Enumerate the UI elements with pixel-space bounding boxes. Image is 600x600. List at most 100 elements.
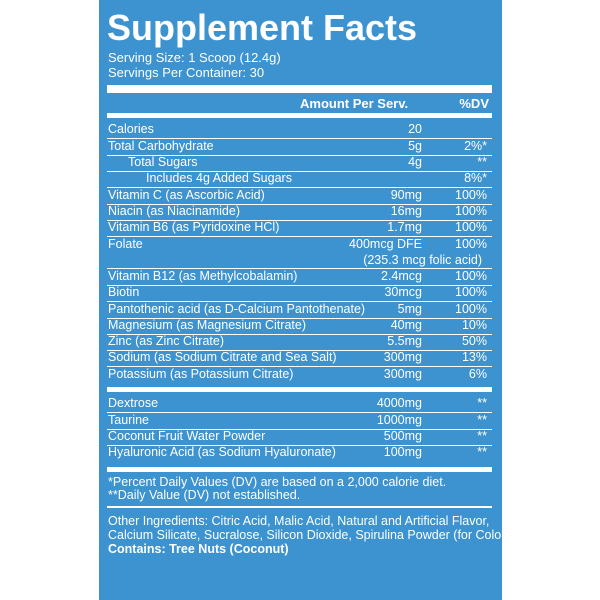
nutrient-amount: 300mg — [383, 350, 422, 364]
ingredient-row: Coconut Fruit Water Powder 500mg ** — [107, 429, 492, 445]
nutrient-amount: 20 — [408, 122, 422, 136]
nutrient-name: Calories — [108, 122, 154, 136]
ingredient-name: Dextrose — [108, 396, 159, 410]
ingredient-name: Coconut Fruit Water Powder — [108, 429, 266, 443]
nutrient-dv: 100% — [455, 237, 487, 251]
panel-title: Supplement Facts — [107, 7, 418, 48]
row-divider — [107, 350, 492, 351]
dv-header: %DV — [459, 96, 489, 111]
nutrient-dv: 13% — [461, 350, 487, 364]
nutrient-row: Total Sugars 4g ** — [107, 155, 492, 171]
other-ingredients-line1: Other Ingredients: Citric Acid, Malic Ac… — [108, 514, 490, 528]
nutrient-name: Zinc (as Zinc Citrate) — [108, 334, 224, 348]
row-divider — [107, 268, 492, 269]
nutrient-amount: 40mg — [390, 318, 422, 332]
nutrient-amount: 2.4mcg — [381, 269, 422, 283]
row-divider — [107, 220, 492, 221]
row-divider — [107, 236, 492, 237]
folic-acid-note: (235.3 mcg folic acid) — [363, 253, 482, 267]
thick-divider — [107, 85, 492, 93]
nutrient-row: Vitamin B6 (as Pyridoxine HCl) 1.7mg 100… — [107, 220, 492, 236]
nutrient-dv: 10% — [461, 318, 487, 332]
nutrient-amount: 30mcg — [384, 285, 422, 299]
nutrient-dv: ** — [477, 155, 487, 169]
row-divider — [107, 318, 492, 319]
nutrient-amount: 5g — [408, 139, 422, 153]
nutrient-name: Magnesium (as Magnesium Citrate) — [108, 318, 306, 332]
nutrient-row: Niacin (as Niacinamide) 16mg 100% — [107, 204, 492, 220]
nutrient-amount: 5.5mg — [387, 334, 422, 348]
nutrient-row-folate: Folate 400mcg DFE 100% (235.3 mcg folic … — [107, 237, 492, 269]
other-divider — [107, 506, 492, 508]
row-divider — [107, 429, 492, 430]
row-divider — [107, 285, 492, 286]
nutrient-name: Total Sugars — [128, 155, 198, 169]
row-divider — [107, 187, 492, 188]
nutrient-amount: 300mg — [383, 367, 422, 381]
nutrient-name: Total Carbohydrate — [108, 139, 214, 153]
nutrient-dv: 100% — [455, 302, 487, 316]
nutrient-dv: 100% — [455, 204, 487, 218]
nutrient-amount: 4g — [408, 155, 422, 169]
header-divider — [107, 113, 492, 118]
row-divider — [107, 171, 492, 172]
nutrient-row: Sodium (as Sodium Citrate and Sea Salt) … — [107, 350, 492, 366]
nutrient-row: Potassium (as Potassium Citrate) 300mg 6… — [107, 367, 492, 383]
nutrient-dv: 8%* — [464, 171, 487, 185]
nutrient-row: Calories 20 — [107, 122, 492, 138]
nutrient-name: Includes 4g Added Sugars — [146, 171, 292, 185]
row-divider — [107, 204, 492, 205]
nutrient-name: Vitamin B12 (as Methylcobalamin) — [108, 269, 298, 283]
nutrient-amount: 1.7mg — [387, 220, 422, 234]
footnote-divider — [107, 467, 492, 472]
nutrient-name: Biotin — [108, 285, 140, 299]
nutrient-row: Includes 4g Added Sugars 8%* — [107, 171, 492, 187]
nutrient-name: Sodium (as Sodium Citrate and Sea Salt) — [108, 350, 337, 364]
nutrient-name: Vitamin C (as Ascorbic Acid) — [108, 188, 265, 202]
servings-per-container: Servings Per Container: 30 — [108, 65, 265, 80]
ingredient-row: Taurine 1000mg ** — [107, 413, 492, 429]
nutrient-dv: 100% — [455, 220, 487, 234]
nutrient-name: Vitamin B6 (as Pyridoxine HCl) — [108, 220, 280, 234]
ingredient-amount: 1000mg — [376, 413, 422, 427]
ingredient-amount: 4000mg — [376, 396, 422, 410]
supplement-facts-panel: Supplement Facts Serving Size: 1 Scoop (… — [99, 0, 513, 600]
allergen-statement: Contains: Tree Nuts (Coconut) — [108, 542, 289, 556]
footnote-not-established: **Daily Value (DV) not established. — [108, 488, 301, 502]
row-divider — [107, 445, 492, 446]
row-divider — [107, 138, 492, 139]
ingredient-row: Dextrose 4000mg ** — [107, 396, 492, 412]
ingredient-amount: 100mg — [383, 445, 422, 459]
serving-size: Serving Size: 1 Scoop (12.4g) — [108, 50, 281, 65]
row-divider — [107, 366, 492, 367]
nutrient-amount: 16mg — [390, 204, 422, 218]
nutrient-name: Pantothenic acid (as D-Calcium Pantothen… — [108, 302, 366, 316]
nutrient-dv: 2%* — [464, 139, 487, 153]
nutrient-row: Total Carbohydrate 5g 2%* — [107, 139, 492, 155]
nutrient-amount: 5mg — [397, 302, 422, 316]
row-divider — [107, 412, 492, 413]
nutrient-row: Zinc (as Zinc Citrate) 5.5mg 50% — [107, 334, 492, 350]
nutrient-amount: 400mcg DFE — [349, 237, 422, 251]
nutrient-amount: 90mg — [390, 188, 422, 202]
section-divider — [107, 387, 492, 392]
nutrient-name: Niacin (as Niacinamide) — [108, 204, 240, 218]
nutrient-dv: 100% — [455, 285, 487, 299]
other-ingredients-line2: Calcium Silicate, Sucralose, Silicon Dio… — [108, 528, 514, 542]
nutrient-dv: 100% — [455, 269, 487, 283]
nutrient-row: Biotin 30mcg 100% — [107, 285, 492, 301]
ingredient-dv: ** — [477, 445, 487, 459]
nutrient-row: Vitamin B12 (as Methylcobalamin) 2.4mcg … — [107, 269, 492, 285]
nutrient-dv: 100% — [455, 188, 487, 202]
nutrient-row: Vitamin C (as Ascorbic Acid) 90mg 100% — [107, 188, 492, 204]
row-divider — [107, 155, 492, 156]
ingredient-name: Taurine — [108, 413, 149, 427]
ingredient-dv: ** — [477, 396, 487, 410]
nutrient-name: Potassium (as Potassium Citrate) — [108, 367, 294, 381]
nutrient-dv: 50% — [461, 334, 487, 348]
nutrient-row: Magnesium (as Magnesium Citrate) 40mg 10… — [107, 318, 492, 334]
ingredient-name: Hyaluronic Acid (as Sodium Hyaluronate) — [108, 445, 336, 459]
ingredient-dv: ** — [477, 429, 487, 443]
row-divider — [107, 334, 492, 335]
footnote-dv: *Percent Daily Values (DV) are based on … — [108, 475, 447, 489]
